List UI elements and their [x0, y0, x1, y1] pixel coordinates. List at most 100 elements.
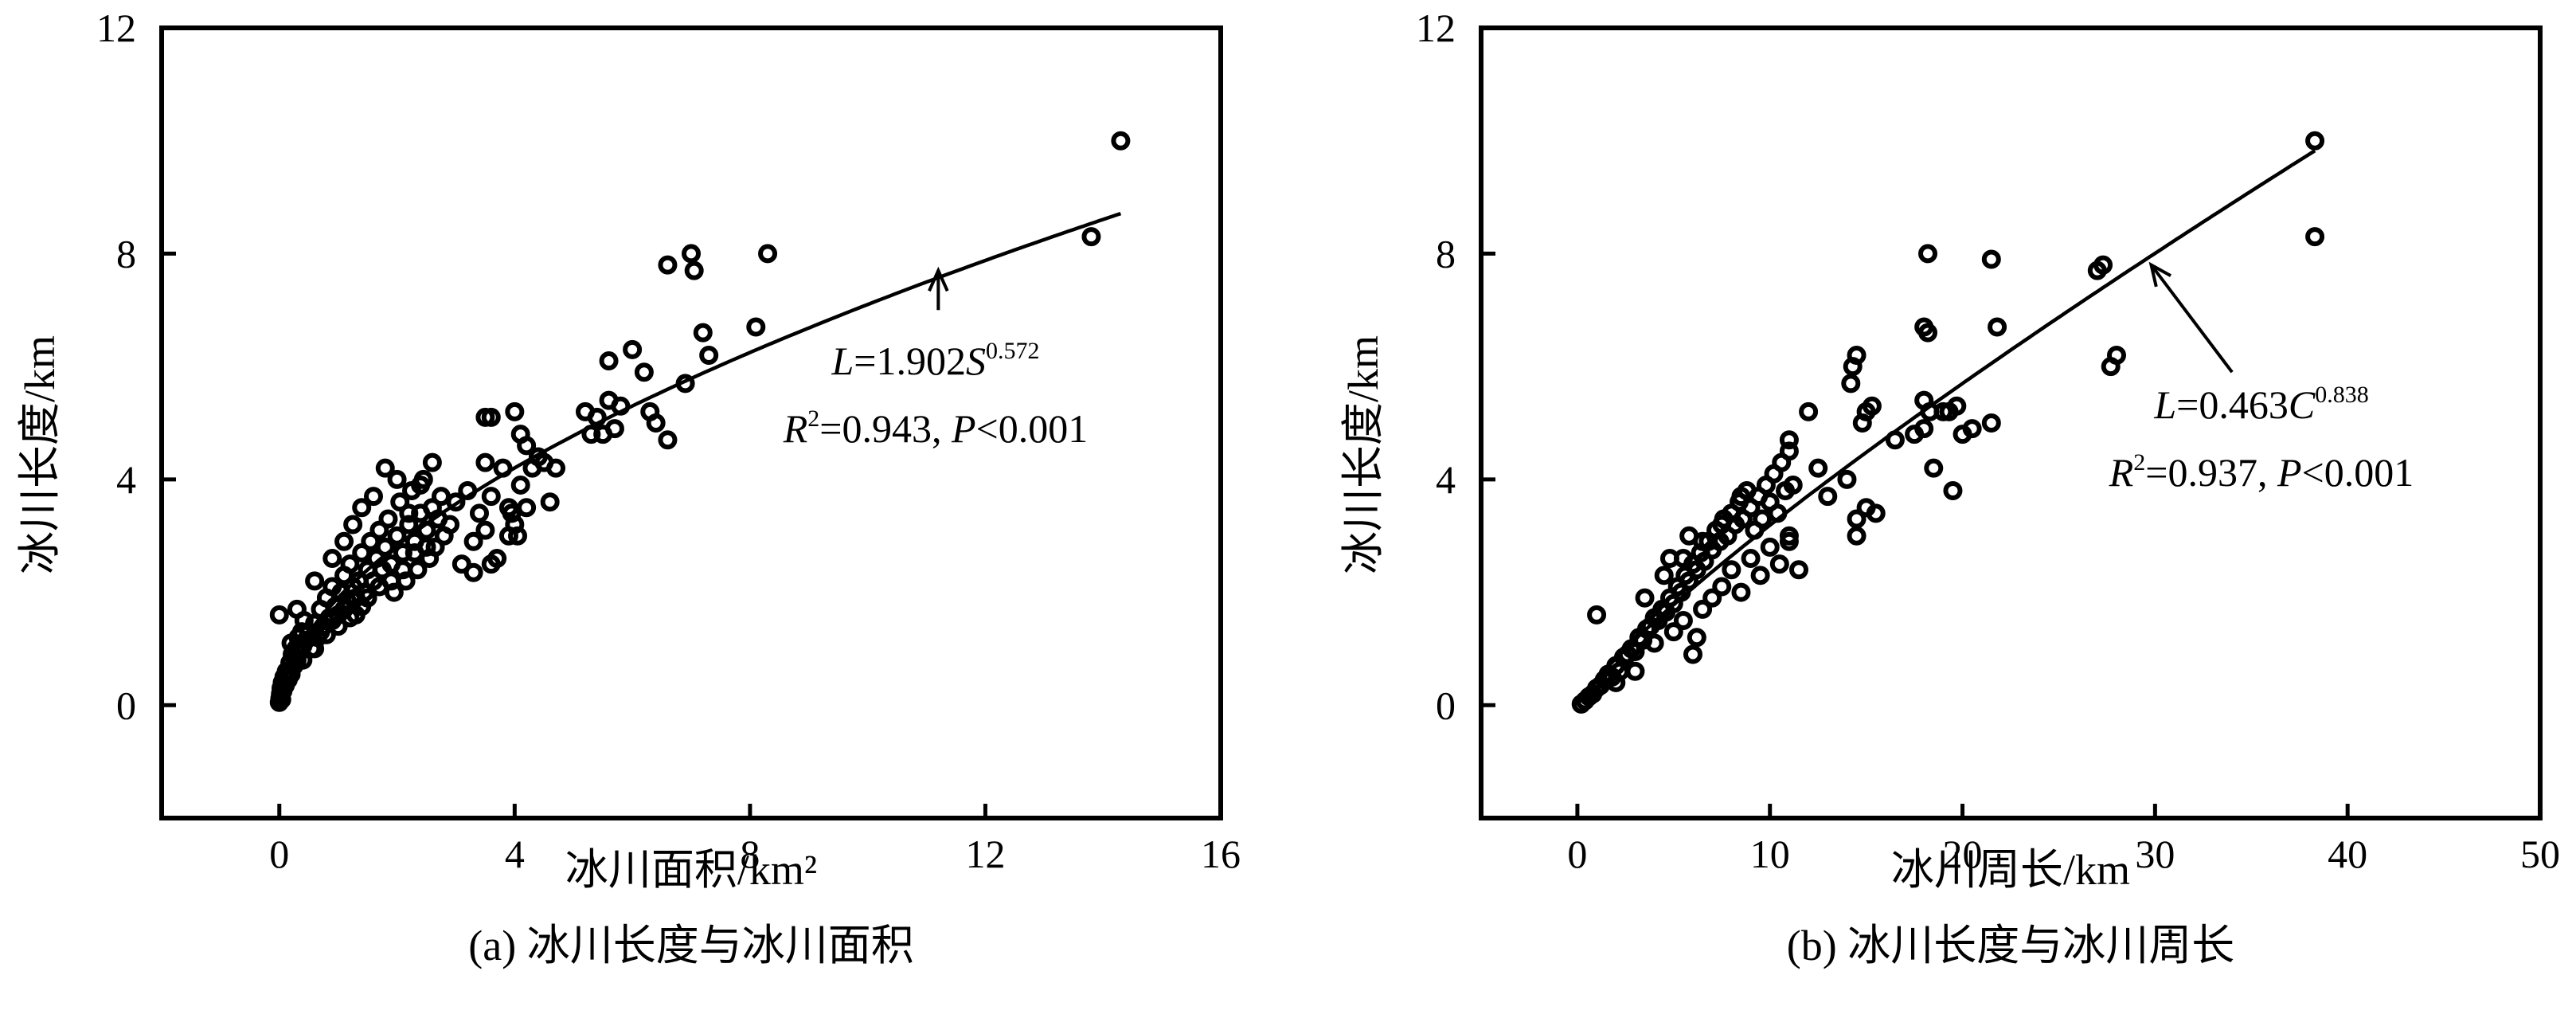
- panel-a-data-point: [364, 487, 383, 507]
- panel-b-data-point: [1981, 249, 2001, 269]
- panel-b-eq-coef: =0.463: [2176, 382, 2289, 427]
- panel-b-y-tick-label: 12: [1416, 6, 1456, 50]
- panel-b-data-point: [1687, 628, 1706, 648]
- panel-a-data-point: [475, 520, 495, 540]
- panel-b-data-point: [1837, 469, 1857, 489]
- panel-a-r2-line: R2=0.943, P<0.001: [783, 405, 1089, 451]
- panel-a-data-point: [343, 515, 363, 534]
- panel-b-data-point: [1866, 503, 1886, 523]
- panel-a-data-point: [475, 452, 495, 472]
- panel-b-data-point: [1712, 515, 1732, 534]
- panel-a-y-tick-label: 0: [116, 683, 136, 727]
- panel-a-x-tick-label: 8: [740, 832, 760, 876]
- panel-a-data-point: [352, 498, 372, 518]
- panel-b-data-point: [1663, 622, 1683, 642]
- panel-a-data-point: [387, 526, 407, 546]
- panel-b-data-point: [1789, 560, 1808, 580]
- panel-b-r2-exp: 2: [2133, 449, 2145, 476]
- panel-a-eq-exponent: 0.572: [986, 338, 1040, 364]
- panel-b-data-point: [2305, 131, 2325, 151]
- panel-a-eq-l: L: [831, 339, 854, 383]
- panel-a-data-point: [746, 317, 766, 337]
- panel-b-data-point: [1702, 588, 1722, 608]
- panel-a-data-point: [446, 492, 466, 512]
- panel-a-data-point: [546, 458, 566, 478]
- panel-a-data-point: [422, 452, 442, 472]
- panel-a-data-point: [375, 458, 395, 478]
- panel-a-data-point: [393, 560, 412, 580]
- panel-b-data-point: [1918, 244, 1938, 264]
- panel-b-data-point: [1779, 441, 1799, 461]
- panel-b-annotation-arrow: [2149, 264, 2234, 374]
- panel-a-data-point: [316, 625, 336, 644]
- panel-b-data-point: [2107, 345, 2126, 365]
- panel-b-data-point: [1644, 633, 1664, 653]
- panel-a-data-point: [684, 260, 704, 280]
- panel-a-data-point: [1081, 227, 1101, 247]
- panel-b-p: P: [2277, 450, 2302, 495]
- panel-b-r2-r: R: [2109, 450, 2134, 495]
- panel-b-data-point: [1962, 419, 1982, 439]
- panel-a-data-point: [682, 244, 701, 264]
- panel-a-data-point: [481, 487, 501, 507]
- panel-b-data-point: [1712, 577, 1732, 597]
- panel-b-x-tick-label: 20: [1943, 832, 1983, 876]
- panel-b-x-axis-title: 冰川周长/km: [1891, 846, 2130, 894]
- panel-a-data-point: [399, 515, 419, 534]
- panel-a-equation: L=1.902S0.572: [831, 338, 1039, 383]
- panel-b-eq-var: C: [2289, 382, 2316, 427]
- panel-b-data-point: [1753, 509, 1773, 529]
- panel-b-p-value: <0.001: [2302, 450, 2414, 495]
- panel-a-data-point: [425, 537, 445, 557]
- panel-b-y-tick-label: 4: [1436, 457, 1456, 502]
- panel-a-data-point: [411, 475, 431, 495]
- panel-a-data-point: [390, 492, 410, 512]
- panel-a-annotation-arrowhead: [928, 266, 949, 292]
- panel-b-data-point: [1679, 526, 1699, 546]
- panel-b-x-tick-label: 30: [2135, 832, 2175, 876]
- panel-b-eq-exponent: 0.838: [2315, 382, 2369, 408]
- panel-b-annotation-arrowhead: [2148, 261, 2172, 288]
- panel-b-data-point: [1843, 357, 1863, 377]
- panel-b-data-point: [1731, 582, 1751, 602]
- panel-a-data-point: [440, 515, 460, 534]
- panel-b-data-point: [1914, 317, 1934, 337]
- panel-b-plot-frame: [1479, 25, 2543, 820]
- panel-b-data-point: [1693, 599, 1713, 619]
- panel-a-data-point: [634, 362, 654, 382]
- panel-a-data-point: [646, 413, 666, 433]
- panel-b-data-point: [1741, 549, 1761, 569]
- panel-b-data-point: [1654, 566, 1674, 585]
- panel-b-equation: L=0.463C0.838: [2153, 382, 2368, 427]
- panel-a-data-point: [399, 503, 419, 523]
- panel-a-eq-var: S: [966, 339, 986, 383]
- panel-b-data-point: [1862, 396, 1882, 416]
- panel-b-data-point: [1673, 611, 1693, 630]
- panel-b-data-point: [1779, 531, 1799, 551]
- panel-a-x-tick-label: 16: [1201, 832, 1241, 876]
- panel-a-data-point: [481, 407, 501, 427]
- panel-a-x-axis-title: 冰川面积/km²: [565, 846, 817, 894]
- panel-b-data-point: [1760, 537, 1780, 557]
- panel-b-data-point: [1635, 588, 1655, 608]
- panel-a-y-tick-label: 4: [116, 457, 136, 502]
- panel-b-fit-curve: [1575, 149, 2316, 707]
- panel-a-data-point: [416, 537, 436, 557]
- panel-a-data-point: [604, 419, 624, 439]
- panel-b-x-tick-label: 10: [1750, 832, 1790, 876]
- panel-a-data-point: [540, 492, 560, 512]
- panel-b-data-point: [1779, 430, 1799, 450]
- panel-b-data-point: [1659, 549, 1679, 569]
- panel-a-data-point: [340, 608, 360, 628]
- panel-b-data-point: [1606, 672, 1626, 692]
- panel-a-data-point: [352, 597, 372, 617]
- panel-a-x-tick-label: 0: [269, 832, 289, 876]
- panel-a-data-point: [517, 498, 537, 518]
- panel-a-data-point: [287, 599, 307, 619]
- panel-b-y-tick-label: 8: [1436, 231, 1456, 276]
- panel-a-plot-frame: [159, 25, 1223, 820]
- panel-a-data-point: [1111, 131, 1131, 151]
- panel-b-data-point: [1818, 487, 1838, 507]
- panel-b-data-point: [1988, 317, 2007, 337]
